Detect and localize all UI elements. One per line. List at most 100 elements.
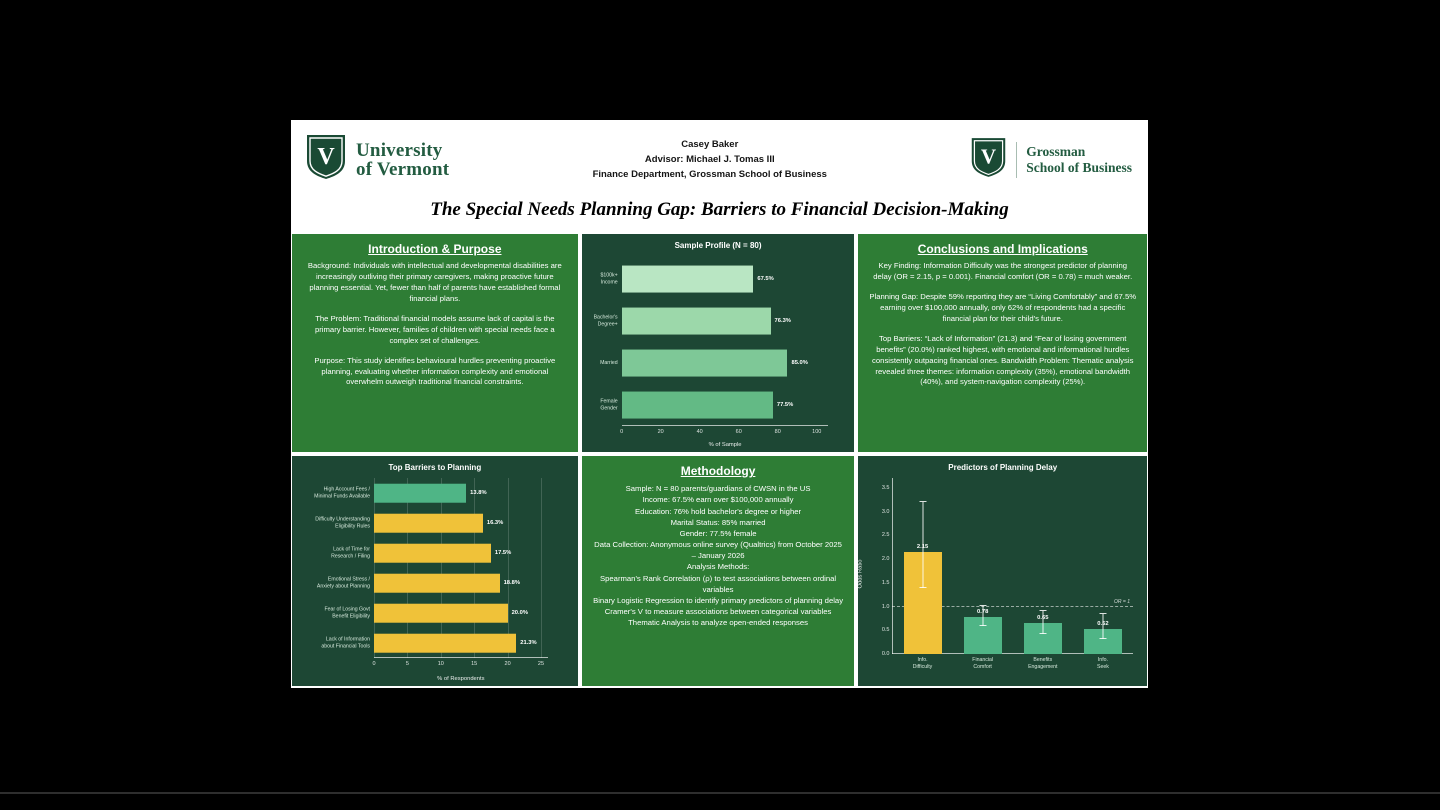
category-label: Info. Difficulty <box>913 657 933 670</box>
category-label: Lack of Information about Financial Tools <box>296 637 370 650</box>
x-axis-label: % of Respondents <box>437 676 485 682</box>
x-tick-label: 25 <box>537 661 545 667</box>
bar <box>374 513 483 533</box>
error-bar <box>1102 613 1104 639</box>
category-label-line: Female <box>600 398 618 405</box>
panel-introduction: Introduction & Purpose Background: Indiv… <box>292 234 578 453</box>
panel-conclusions: Conclusions and Implications Key Finding… <box>858 234 1147 453</box>
x-tick-label: 0 <box>620 429 624 436</box>
value-label: 17.5% <box>494 550 512 557</box>
error-bar-cap <box>979 604 987 606</box>
x-tick-label: 60 <box>735 429 742 436</box>
bar-row: Fear of Losing Govt Benefit Eligibility 20… <box>324 598 548 628</box>
uvm-logo: V University of Vermont <box>305 133 449 186</box>
category-label-line: Emotional Stress / <box>327 576 370 583</box>
value-label: 85.0% <box>791 360 808 367</box>
category-label-line: Married <box>600 359 618 366</box>
y-tick-label: 2.5 <box>881 532 890 539</box>
chart-top-barriers: Top Barriers to Planning High Account Fee… <box>292 456 578 686</box>
research-poster: V University of Vermont Casey Baker Advi… <box>291 120 1148 688</box>
value-label: 76.3% <box>774 318 791 325</box>
bar-row: Lack of Time for Research / Filing 17.5% <box>331 538 548 568</box>
methodology-line: Analysis Methods: <box>686 562 750 572</box>
category-label-line: Income <box>600 279 618 286</box>
bar <box>374 543 491 563</box>
y-tick-label: 1.0 <box>881 603 890 610</box>
conclusions-paragraph-key-finding: Key Finding: Information Difficulty was … <box>873 261 1133 281</box>
y-tick-label: 3.0 <box>881 508 890 515</box>
x-tick-label: 10 <box>437 661 444 667</box>
category-label: $100k+ Income <box>586 273 618 286</box>
value-label: 0.52 <box>1097 621 1109 628</box>
grossman-shield-icon: V <box>970 136 1007 184</box>
category-label-line: Bachelor's <box>593 314 618 321</box>
introduction-heading: Introduction & Purpose <box>368 242 502 256</box>
category-label-line: Engagement <box>1028 663 1058 670</box>
error-bar <box>922 502 924 588</box>
plot-area: $100k+ Income 67.5% Bachelor's Degree+ 76.3% M… <box>594 258 829 435</box>
category-label: Bachelor's Degree+ <box>586 315 618 328</box>
category-label: High Account Fees / Minimal Funds Availab… <box>296 487 370 500</box>
bar <box>621 349 788 377</box>
plot-area: 0.0 0.5 1.0 1.5 2.0 2.5 3.0 3.5 OR = 1 2.15 Info. D… <box>882 478 1133 670</box>
gridline <box>540 478 542 658</box>
y-axis <box>892 478 894 654</box>
department-line: Finance Department, Grossman School of B… <box>592 169 827 181</box>
intro-paragraph-background: Background: Individuals with intellectua… <box>307 261 562 303</box>
reference-line <box>892 605 1133 607</box>
methodology-line: Spearman's Rank Correlation (ρ) to test … <box>599 573 837 594</box>
category-label: Fear of Losing Govt Benefit Eligibility <box>296 607 370 620</box>
bar-row: Difficulty Understanding Eligibility Rule… <box>315 508 548 538</box>
category-label: Female Gender <box>586 398 618 412</box>
poster-title: The Special Needs Planning Gap: Barriers… <box>430 199 1009 220</box>
x-axis <box>892 653 1133 654</box>
gridline <box>440 478 442 658</box>
value-label: 21.3% <box>520 640 537 646</box>
error-bar-cap <box>919 586 927 588</box>
chart-sample-profile: Sample Profile (N = 80) $100k+ Income 67.5%… <box>581 234 855 453</box>
bar <box>374 483 467 503</box>
bar <box>621 391 773 419</box>
poster-header: V University of Vermont Casey Baker Advi… <box>291 120 1148 190</box>
bar-row: Lack of Information about Financial Tools… <box>321 628 548 658</box>
x-tick-label: 20 <box>504 661 511 667</box>
methodology-line: Data Collection: Anonymous online survey… <box>594 540 842 561</box>
category-label-line: Degree+ <box>597 321 618 328</box>
category-label-line: Info. <box>917 657 928 663</box>
methodology-line: Gender: 77.5% female <box>679 528 757 538</box>
svg-text:V: V <box>317 144 335 170</box>
category-label-line: Fear of Losing Govt <box>324 606 370 613</box>
x-axis <box>374 657 548 658</box>
bar-row: High Account Fees / Minimal Funds Availab… <box>314 478 548 508</box>
category-label-line: Difficulty Understanding <box>315 516 370 523</box>
gridline <box>474 478 476 658</box>
category-label-line: Financial <box>972 657 994 663</box>
conclusions-paragraph-top-barriers: Top Barriers: “Lack of Information” (21.… <box>872 333 1134 387</box>
category-label-line: Eligibility Rules <box>335 523 370 530</box>
category-label: Financial Comfort <box>972 657 993 670</box>
y-tick-label: 3.5 <box>881 484 890 491</box>
bar <box>374 573 500 593</box>
category-label-line: Benefits <box>1033 657 1053 663</box>
methodology-lines: Sample: N = 80 parents/guardians of CWSN… <box>592 483 845 628</box>
category-label-line: Comfort <box>973 663 992 670</box>
chart-title: Sample Profile (N = 80) <box>674 241 762 250</box>
x-tick-label: 5 <box>405 661 409 667</box>
error-bar-cap <box>1099 612 1107 614</box>
gridline <box>374 478 375 658</box>
value-label: 77.5% <box>776 402 794 409</box>
category-label-line: Benefit Eligibility <box>332 613 370 620</box>
panel-grid: Introduction & Purpose Background: Indiv… <box>291 232 1148 688</box>
x-tick-label: 40 <box>696 429 703 436</box>
grossman-wordmark-line2: School of Business <box>1026 159 1132 175</box>
error-bar-cap <box>979 625 987 627</box>
category-label-line: Lack of Time for <box>333 546 370 553</box>
error-bar-cap <box>919 501 927 502</box>
value-label: 13.8% <box>470 490 487 497</box>
error-bar-cap <box>1039 633 1047 635</box>
x-tick-label: 20 <box>657 429 664 436</box>
error-bar-cap <box>1099 637 1107 639</box>
category-label: Married <box>586 360 618 367</box>
methodology-line: Income: 67.5% earn over $100,000 annuall… <box>642 495 794 505</box>
